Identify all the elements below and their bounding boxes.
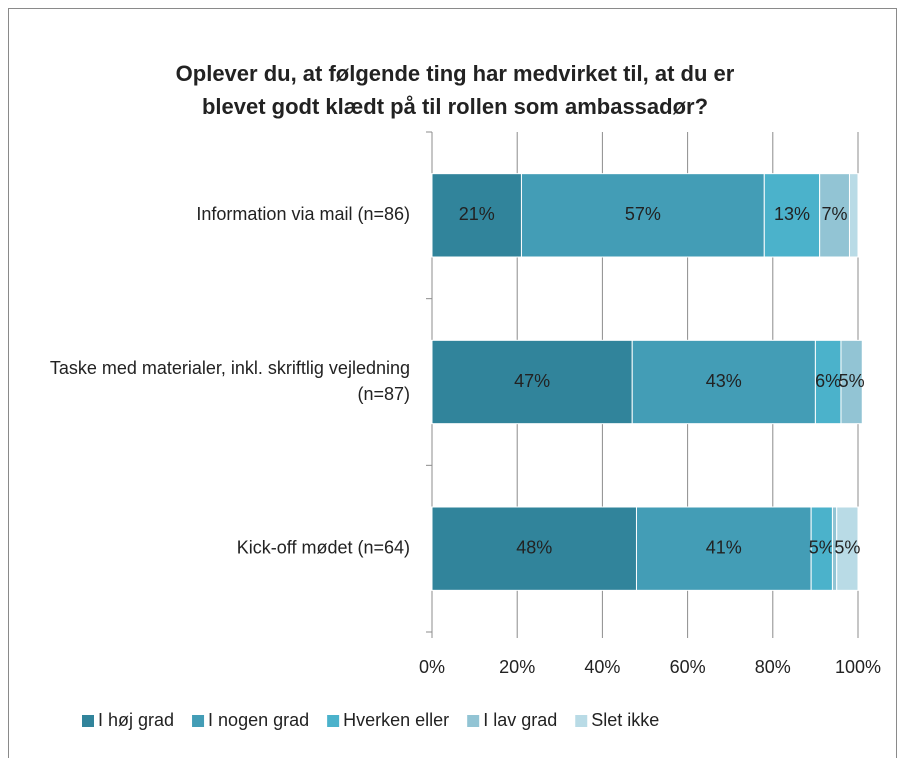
data-label: 5% — [809, 537, 835, 557]
data-label: 6% — [815, 371, 841, 391]
bar-segment — [520, 173, 765, 258]
x-tick-label: 100% — [835, 657, 881, 677]
legend-swatch — [575, 715, 588, 727]
bar-segment — [631, 339, 816, 425]
x-tick-label: 60% — [670, 657, 706, 677]
x-tick-label: 20% — [499, 657, 535, 677]
legend-swatch — [327, 715, 340, 727]
legend-swatch — [467, 715, 480, 727]
bar-segment — [836, 506, 859, 591]
bar-segment — [635, 506, 812, 591]
x-tick-label: 80% — [755, 657, 791, 677]
legend-label: I nogen grad — [208, 710, 309, 730]
x-tick-label: 40% — [584, 657, 620, 677]
data-label: 7% — [822, 204, 848, 224]
y-tick-label: Kick-off mødet (n=64) — [237, 537, 410, 557]
bar-segment — [848, 173, 859, 258]
data-label: 21% — [459, 204, 495, 224]
legend-label: I lav grad — [483, 710, 557, 730]
data-label: 47% — [514, 371, 550, 391]
bar-segment — [431, 506, 637, 591]
x-tick-label: 0% — [419, 657, 445, 677]
legend-label: Slet ikke — [591, 710, 659, 730]
data-label: 43% — [706, 371, 742, 391]
chart-title: blevet godt klædt på til rollen som amba… — [202, 94, 708, 119]
legend-label: I høj grad — [98, 710, 174, 730]
bar-segment — [763, 173, 821, 258]
data-label: 57% — [625, 204, 661, 224]
bar-segment — [819, 173, 850, 258]
data-label: 13% — [774, 204, 810, 224]
chart-frame — [8, 8, 897, 758]
data-label: 5% — [834, 537, 860, 557]
legend-label: Hverken eller — [343, 710, 449, 730]
data-label: 5% — [839, 371, 865, 391]
chart-title: Oplever du, at følgende ting har medvirk… — [176, 61, 735, 86]
bar-segment — [840, 339, 863, 425]
legend-swatch — [82, 715, 94, 727]
legend-swatch — [192, 715, 205, 727]
y-tick-label: Taske med materialer, inkl. skriftlig ve… — [50, 358, 410, 404]
y-tick-label: Information via mail (n=86) — [196, 204, 410, 224]
data-label: 48% — [516, 537, 552, 557]
data-label: 41% — [706, 537, 742, 557]
bar-segment — [431, 173, 522, 258]
